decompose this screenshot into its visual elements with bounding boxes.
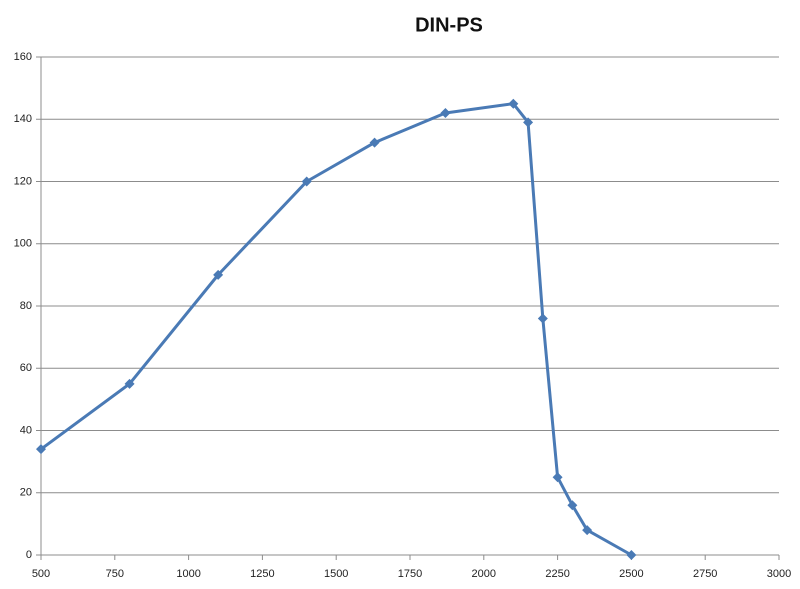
x-tick-label: 2750 (693, 568, 717, 580)
x-tick-label: 2250 (545, 568, 569, 580)
chart-title: DIN-PS (415, 14, 483, 36)
x-tick-label: 500 (32, 568, 50, 580)
data-point (369, 137, 380, 148)
data-point (537, 313, 548, 324)
series-line (40, 102, 633, 557)
x-tick-label: 1000 (176, 568, 200, 580)
data-point (301, 176, 312, 187)
data-point (523, 117, 534, 128)
x-tick-label: 2500 (619, 568, 643, 580)
data-point (626, 550, 637, 560)
y-tick-label: 80 (20, 300, 32, 312)
y-tick-label: 40 (20, 424, 32, 436)
x-tick-label: 750 (106, 568, 124, 580)
x-tick-label: 1750 (398, 568, 422, 580)
y-tick-label: 100 (14, 238, 32, 250)
y-tick-label: 160 (14, 51, 32, 63)
data-point (508, 98, 519, 109)
data-point (213, 269, 224, 280)
data-point (567, 500, 578, 511)
y-tick-label: 20 (20, 487, 32, 499)
y-tick-label: 0 (26, 549, 32, 561)
x-tick-label: 1500 (324, 568, 348, 580)
y-tick-label: 60 (20, 362, 32, 374)
data-point (582, 525, 593, 536)
data-point (124, 378, 135, 389)
y-tick-label: 120 (14, 175, 32, 187)
data-point (440, 108, 451, 119)
data-point (36, 444, 46, 455)
y-tick-label: 140 (14, 113, 32, 125)
x-tick-label: 2000 (472, 568, 496, 580)
x-tick-label: 3000 (767, 568, 791, 580)
x-tick-label: 1250 (250, 568, 274, 580)
data-point (552, 472, 563, 483)
